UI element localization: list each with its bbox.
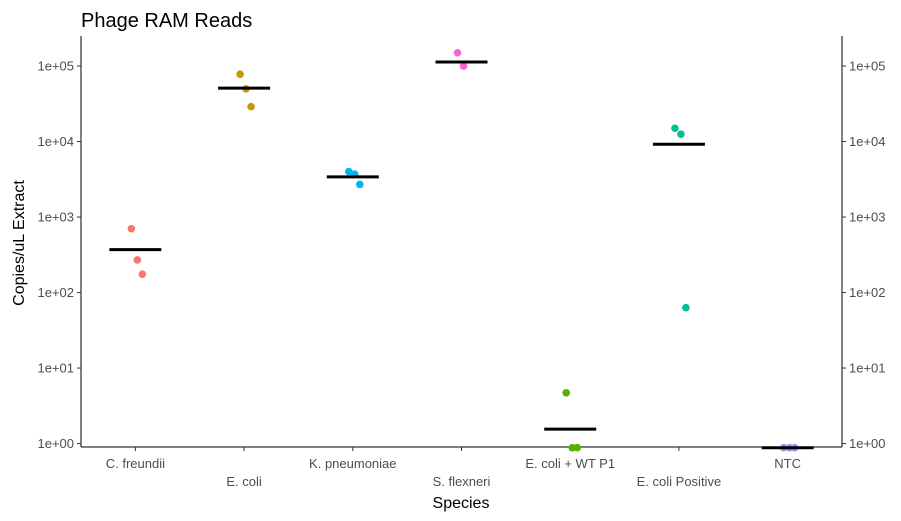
data-point	[562, 389, 571, 397]
data-point	[247, 102, 255, 111]
data-point	[127, 224, 136, 233]
y-tick-label-right: 1e+04	[849, 134, 886, 149]
y-tick-label-left: 1e+02	[37, 285, 74, 300]
data-point	[453, 48, 462, 57]
x-tick-label: C. freundii	[106, 456, 165, 471]
y-tick-label-right: 1e+02	[849, 285, 886, 300]
y-tick-label-right: 1e+00	[849, 436, 886, 451]
data-point	[682, 303, 690, 312]
data-point	[573, 443, 582, 452]
data-points	[127, 48, 799, 452]
median-lines	[109, 60, 814, 450]
data-point	[133, 256, 142, 264]
data-point	[677, 130, 685, 139]
x-tick-label: NTC	[774, 456, 801, 471]
y-tick-label-left: 1e+03	[37, 210, 74, 225]
x-tick-label: S. flexneri	[433, 474, 491, 489]
y-tick-label-right: 1e+03	[849, 210, 886, 225]
y-tick-label-left: 1e+00	[37, 436, 74, 451]
y-tick-label-right: 1e+05	[849, 59, 886, 74]
data-point	[671, 124, 679, 133]
x-tick-label: E. coli Positive	[637, 474, 722, 489]
y-tick-label-left: 1e+04	[37, 134, 74, 149]
x-tick-label: E. coli	[226, 474, 262, 489]
y-tick-label-left: 1e+05	[37, 59, 74, 74]
y-axis-title: Copies/uL Extract	[11, 180, 28, 306]
x-tick-label: K. pneumoniae	[309, 456, 396, 471]
y-tick-label-right: 1e+01	[849, 361, 886, 376]
x-axis-title: Species	[433, 495, 490, 512]
data-point	[138, 270, 147, 278]
data-point	[459, 62, 468, 70]
y-tick-label-left: 1e+01	[37, 361, 74, 376]
data-point	[355, 180, 364, 189]
data-point	[236, 70, 244, 78]
x-tick-label: E. coli + WT P1	[525, 456, 615, 471]
axes: 1e+00 1e+00 1e+01 1e+01 1e+02 1e+02 1e+03 1e+03…	[37, 36, 886, 489]
chart-title: Phage RAM Reads	[81, 10, 252, 32]
data-point	[344, 167, 353, 176]
